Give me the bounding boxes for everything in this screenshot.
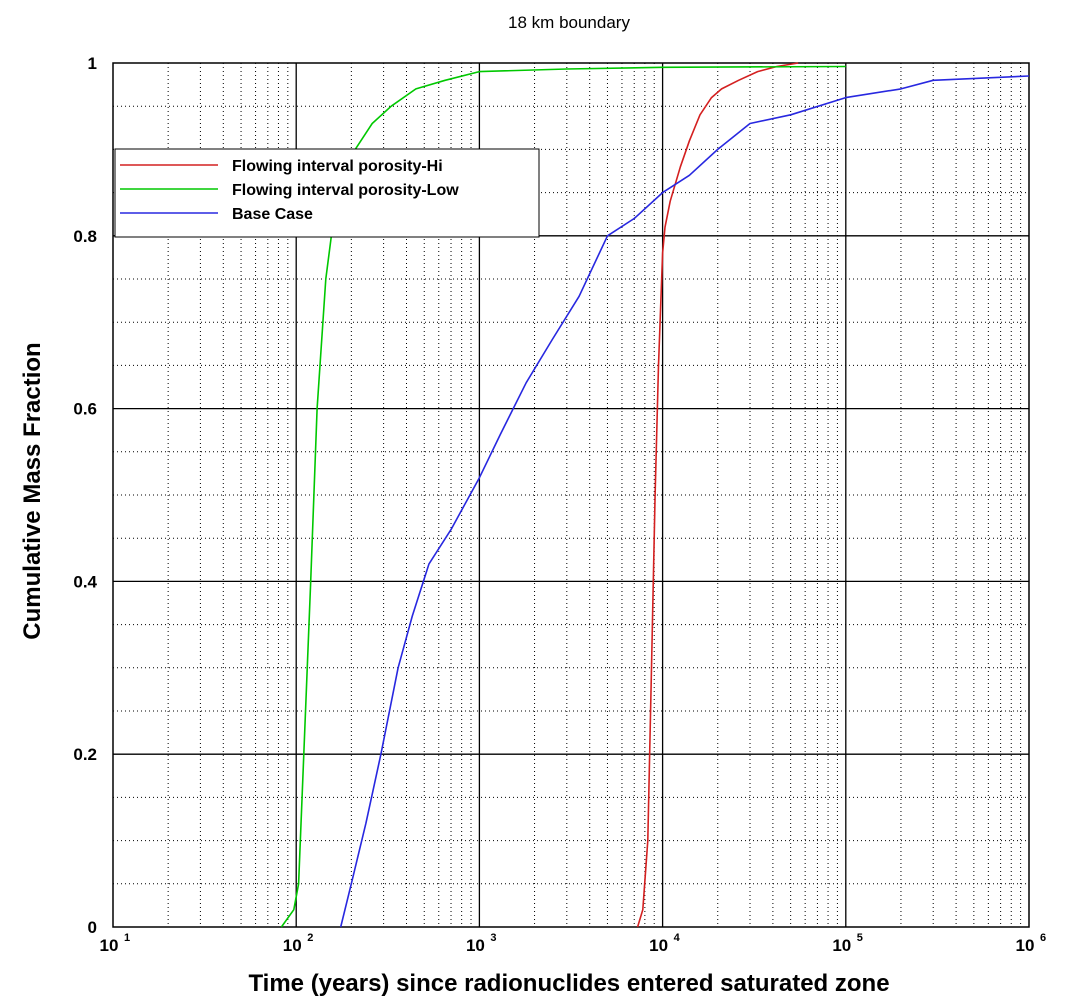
x-tick-label: 10 1 [100,932,131,955]
legend-label-3: Base Case [232,206,313,223]
y-tick-label: 1 [88,54,97,73]
x-tick-exponent: 1 [124,932,130,944]
legend-box [114,148,540,238]
y-tick-label: 0 [88,918,97,937]
x-tick-label: 10 3 [466,932,497,955]
legend: Flowing interval porosity-Hi Flowing inte… [114,148,540,238]
x-tick-base: 10 [832,936,851,955]
series-line-3 [339,75,1030,928]
plot-frame [112,62,1030,928]
legend-label-2: Flowing interval porosity-Low [232,182,459,199]
y-axis-label: Cumulative Mass Fraction [19,342,46,639]
chart-title: 18 km boundary [508,13,630,32]
y-tick-label: 0.2 [73,745,97,764]
x-axis-label: Time (years) since radionuclides entered… [248,970,889,997]
x-tick-label: 10 6 [1016,932,1047,955]
x-tick-base: 10 [466,936,485,955]
x-tick-exponent: 5 [857,932,863,944]
x-tick-exponent: 2 [307,932,313,944]
y-tick-label: 0.8 [73,227,97,246]
x-tick-exponent: 4 [674,932,681,944]
x-tick-base: 10 [1016,936,1035,955]
x-tick-label: 10 4 [649,932,680,955]
x-tick-label: 10 5 [832,932,863,955]
y-tick-labels: 0 0.2 0.4 0.6 0.8 1 [73,54,97,937]
x-tick-exponent: 3 [490,932,496,944]
y-tick-label: 0.6 [73,400,97,419]
x-tick-label: 10 2 [283,932,314,955]
x-tick-labels: 10 1 10 2 10 3 10 4 10 5 10 6 [100,932,1047,955]
x-tick-exponent: 6 [1040,932,1046,944]
x-tick-base: 10 [649,936,668,955]
x-tick-base: 10 [100,936,119,955]
y-tick-label: 0.4 [73,572,97,591]
x-tick-base: 10 [283,936,302,955]
legend-label-1: Flowing interval porosity-Hi [232,158,443,175]
